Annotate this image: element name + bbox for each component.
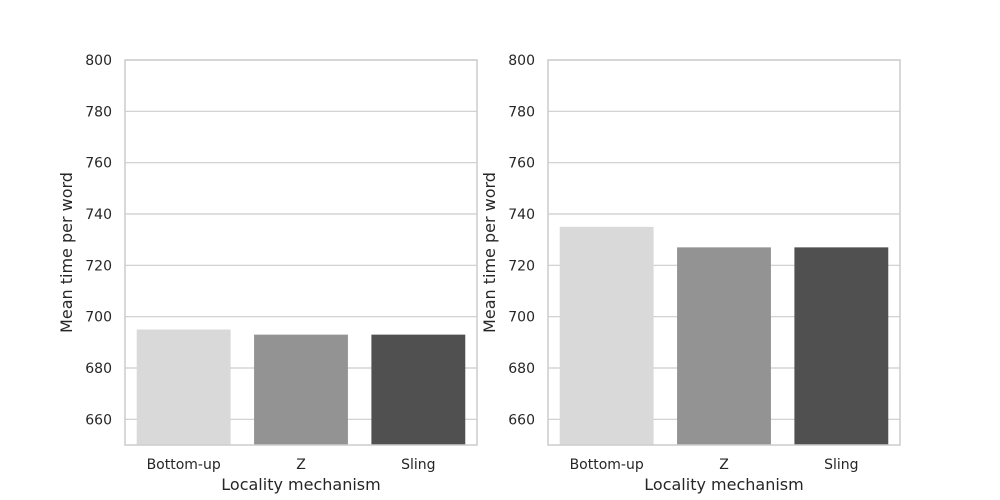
bar-sling <box>371 334 466 445</box>
x-tick-label: Sling <box>824 457 858 473</box>
bar-bottom-up <box>559 226 654 445</box>
bar-bottom-up <box>136 329 231 445</box>
y-axis-label: Mean time per word <box>57 172 76 333</box>
y-tick-label: 700 <box>508 310 535 326</box>
x-axis-label: Locality mechanism <box>644 475 803 494</box>
plot-frame <box>547 59 901 446</box>
y-tick-label: 720 <box>85 258 112 274</box>
y-tick-label: 700 <box>85 310 112 326</box>
bar-z <box>254 334 348 445</box>
y-tick-label: 780 <box>508 104 535 120</box>
x-tick-label: Bottom-up <box>147 457 221 473</box>
bar-z <box>677 247 771 445</box>
y-tick-label: 680 <box>85 361 112 377</box>
y-tick-label: 740 <box>508 207 535 223</box>
y-tick-label: 720 <box>508 258 535 274</box>
y-tick-label: 680 <box>508 361 535 377</box>
x-tick-label: Sling <box>401 457 435 473</box>
y-tick-label: 800 <box>85 53 112 69</box>
x-axis-label: Locality mechanism <box>221 475 380 494</box>
chart-panel-1: 660 680 700 720 740 760 780 800 Bottom-up Z Sling L… <box>57 53 478 494</box>
chart-panel-2: 660 680 700 720 740 760 780 800 Bottom-up Z Sling L… <box>480 53 901 494</box>
y-tick-label: 740 <box>85 207 112 223</box>
plot-frame <box>124 59 478 446</box>
y-tick-label: 780 <box>85 104 112 120</box>
y-tick-label: 760 <box>85 156 112 172</box>
x-tick-label: Z <box>719 457 729 473</box>
y-tick-label: 760 <box>508 156 535 172</box>
x-tick-label: Bottom-up <box>570 457 644 473</box>
y-tick-label: 660 <box>508 412 535 428</box>
x-tick-label: Z <box>296 457 306 473</box>
y-tick-label: 660 <box>85 412 112 428</box>
bar-sling <box>794 247 889 445</box>
y-axis-label: Mean time per word <box>480 172 499 333</box>
y-tick-label: 800 <box>508 53 535 69</box>
